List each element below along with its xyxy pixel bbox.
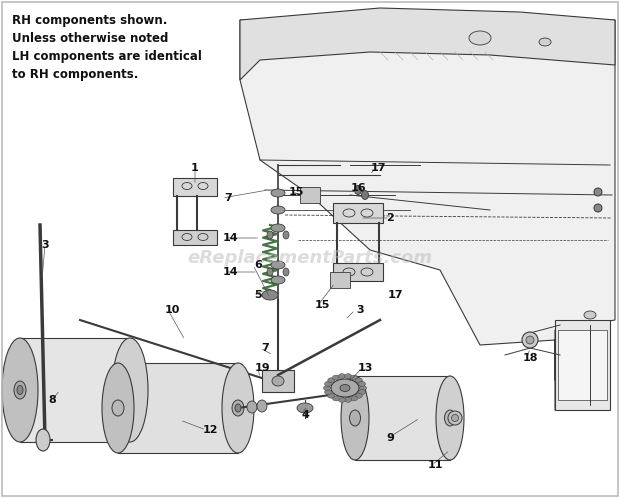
Text: 14: 14: [222, 267, 238, 277]
Text: 8: 8: [48, 395, 56, 405]
Bar: [118, 363, 238, 453]
Ellipse shape: [112, 400, 124, 416]
Bar: [262, 370, 294, 392]
Bar: [300, 187, 320, 203]
Ellipse shape: [448, 411, 462, 425]
Text: 17: 17: [388, 290, 403, 300]
Ellipse shape: [451, 414, 459, 421]
Ellipse shape: [522, 332, 538, 348]
Text: 5: 5: [254, 290, 262, 300]
Text: 7: 7: [224, 193, 232, 203]
Ellipse shape: [267, 231, 273, 239]
Ellipse shape: [539, 38, 551, 46]
Ellipse shape: [232, 400, 244, 416]
Ellipse shape: [271, 276, 285, 284]
Ellipse shape: [257, 400, 267, 412]
Ellipse shape: [341, 376, 369, 460]
Text: 1: 1: [191, 163, 199, 173]
Ellipse shape: [271, 189, 285, 197]
Ellipse shape: [235, 404, 241, 412]
Ellipse shape: [350, 410, 360, 426]
Bar: [333, 203, 383, 223]
Text: 2: 2: [386, 213, 394, 223]
Bar: [330, 272, 350, 288]
Ellipse shape: [325, 389, 332, 394]
Text: 3: 3: [356, 305, 364, 315]
Ellipse shape: [283, 231, 289, 239]
Ellipse shape: [355, 378, 362, 383]
Text: 13: 13: [357, 363, 373, 373]
Ellipse shape: [262, 290, 278, 300]
Bar: [333, 263, 383, 281]
Ellipse shape: [247, 401, 257, 413]
Ellipse shape: [358, 381, 365, 386]
Ellipse shape: [328, 393, 335, 398]
Ellipse shape: [328, 378, 335, 383]
Ellipse shape: [436, 376, 464, 460]
Ellipse shape: [283, 268, 289, 276]
Text: 17: 17: [370, 163, 386, 173]
Ellipse shape: [112, 338, 148, 442]
Text: 10: 10: [164, 305, 180, 315]
Ellipse shape: [222, 363, 254, 453]
Text: 18: 18: [522, 353, 538, 363]
Ellipse shape: [267, 268, 273, 276]
Ellipse shape: [36, 429, 50, 451]
Ellipse shape: [340, 384, 350, 391]
Ellipse shape: [360, 385, 366, 390]
Ellipse shape: [297, 403, 313, 413]
Ellipse shape: [271, 224, 285, 232]
Bar: [173, 178, 217, 196]
Polygon shape: [240, 8, 615, 80]
Ellipse shape: [361, 191, 368, 200]
Ellipse shape: [355, 393, 362, 398]
Ellipse shape: [324, 385, 330, 390]
Text: 3: 3: [41, 240, 49, 250]
Ellipse shape: [332, 396, 340, 401]
Text: 15: 15: [314, 300, 330, 310]
Text: 9: 9: [386, 433, 394, 443]
Ellipse shape: [2, 338, 38, 442]
Text: 11: 11: [427, 460, 443, 470]
Ellipse shape: [594, 188, 602, 196]
Text: 4: 4: [301, 410, 309, 420]
Ellipse shape: [358, 389, 365, 394]
Bar: [173, 230, 217, 245]
Text: 7: 7: [261, 343, 269, 353]
Ellipse shape: [17, 385, 23, 394]
Ellipse shape: [350, 396, 358, 401]
Ellipse shape: [584, 311, 596, 319]
Bar: [558, 330, 607, 400]
Text: 15: 15: [288, 187, 304, 197]
Text: 12: 12: [202, 425, 218, 435]
Text: eReplacementParts.com: eReplacementParts.com: [187, 249, 433, 267]
Ellipse shape: [332, 375, 340, 380]
Ellipse shape: [14, 381, 26, 399]
Ellipse shape: [345, 397, 352, 402]
Text: 19: 19: [254, 363, 270, 373]
Ellipse shape: [272, 376, 284, 386]
Ellipse shape: [339, 374, 345, 378]
Ellipse shape: [339, 397, 345, 402]
Ellipse shape: [345, 374, 352, 378]
Ellipse shape: [102, 363, 134, 453]
Ellipse shape: [325, 381, 332, 386]
Ellipse shape: [331, 379, 359, 397]
Ellipse shape: [526, 336, 534, 344]
Bar: [555, 320, 610, 410]
Text: 14: 14: [222, 233, 238, 243]
Text: 16: 16: [350, 183, 366, 193]
Ellipse shape: [271, 206, 285, 214]
Ellipse shape: [350, 375, 358, 380]
Polygon shape: [240, 20, 615, 410]
Ellipse shape: [271, 261, 285, 269]
Bar: [20, 338, 130, 442]
Ellipse shape: [355, 185, 361, 195]
Text: RH components shown.
Unless otherwise noted
LH components are identical
to RH co: RH components shown. Unless otherwise no…: [12, 14, 202, 81]
Ellipse shape: [594, 204, 602, 212]
Bar: [355, 376, 450, 460]
Ellipse shape: [469, 31, 491, 45]
Text: 6: 6: [254, 260, 262, 270]
Ellipse shape: [445, 410, 456, 426]
